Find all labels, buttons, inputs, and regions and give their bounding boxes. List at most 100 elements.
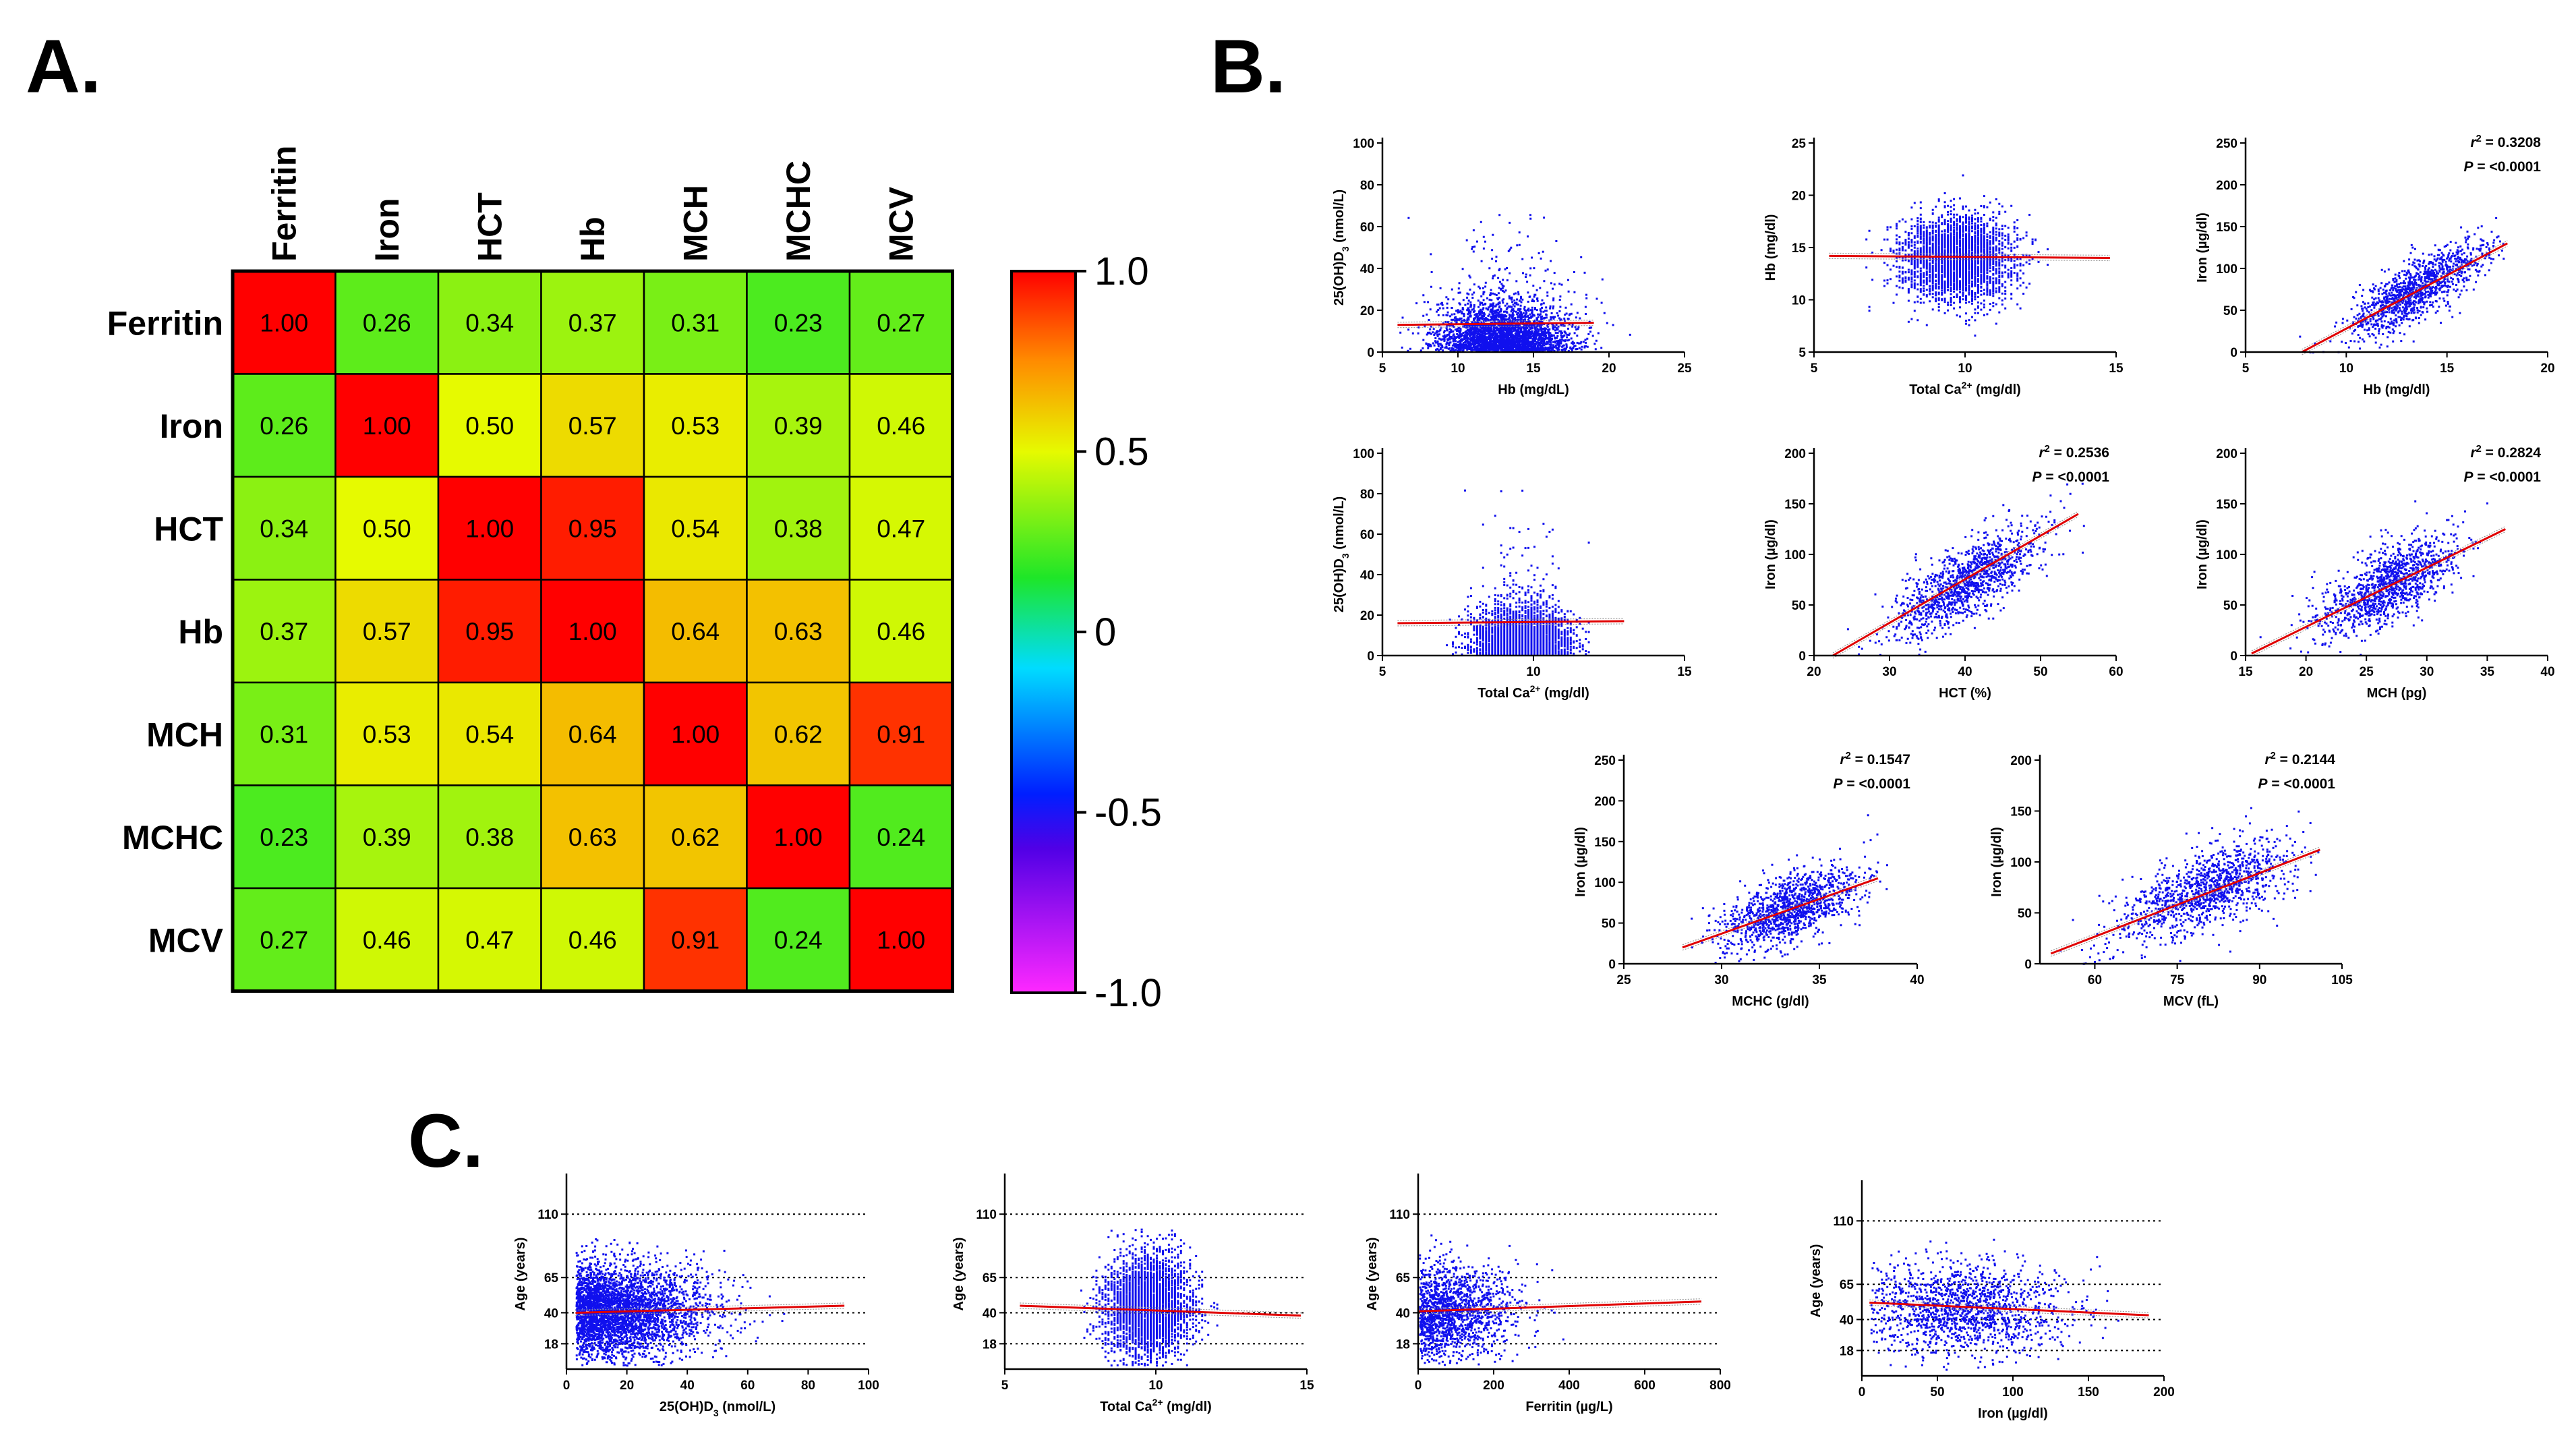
x-axis-label: Ferritin (µg/L) bbox=[1525, 1399, 1612, 1414]
y-tick-label: 65 bbox=[544, 1271, 559, 1285]
heatmap-cell-value: 0.23 bbox=[774, 309, 823, 337]
y-tick-label: 20 bbox=[1792, 190, 1806, 204]
y-tick-label: 110 bbox=[1389, 1208, 1410, 1222]
heatmap-cell-value: 0.39 bbox=[774, 412, 823, 440]
heatmap-cell-value: 1.00 bbox=[671, 720, 720, 748]
y-tick-label: 0 bbox=[2230, 649, 2237, 664]
heatmap-cell-value: 0.63 bbox=[774, 618, 823, 645]
y-tick-label: 200 bbox=[1594, 794, 1616, 809]
y-tick-label: 40 bbox=[1396, 1306, 1410, 1321]
x-tick-label: 600 bbox=[1634, 1379, 1656, 1393]
heatmap-row-label: Iron bbox=[160, 407, 223, 445]
y-tick-label: 0 bbox=[1367, 649, 1374, 664]
heatmap-col-label: Hb bbox=[574, 216, 612, 262]
x-axis-label: MCV (fL) bbox=[2163, 994, 2219, 1009]
heatmap-cell bbox=[540, 579, 645, 684]
r-squared-stat: r2 = 0.2536 bbox=[2039, 444, 2109, 461]
y-tick-label: 200 bbox=[2216, 179, 2237, 193]
heatmap-cell-value: 0.38 bbox=[774, 515, 823, 542]
x-tick-label: 20 bbox=[1602, 362, 1616, 376]
r-squared-stat: r2 = 0.2144 bbox=[2264, 751, 2335, 768]
y-axis-label: Age (years) bbox=[1365, 1238, 1380, 1311]
x-axis-label: MCH (pg) bbox=[2367, 686, 2427, 701]
x-tick-label: 35 bbox=[1812, 973, 1827, 987]
heatmap-cell bbox=[437, 373, 542, 478]
x-axis-label: 25(OH)D3 (nmol/L) bbox=[660, 1399, 775, 1418]
scatter-B7: 25 30 35 40 0 50 100 150 200 250 MCHC (g/dl) Iron (… bbox=[1573, 751, 1925, 1009]
fit-ci-lower bbox=[1020, 1308, 1301, 1319]
fit-line bbox=[1682, 877, 1879, 949]
scatter-points bbox=[1080, 1228, 1219, 1367]
y-axis-label: Iron (µg/dl) bbox=[1573, 827, 1588, 897]
fit-ci-upper bbox=[1829, 252, 2111, 256]
colorbar-tick-label: 0.5 bbox=[1094, 430, 1149, 474]
y-tick-label: 20 bbox=[1360, 609, 1374, 623]
x-tick-label: 5 bbox=[1379, 362, 1386, 376]
y-tick-label: 250 bbox=[1594, 754, 1616, 768]
y-tick-label: 50 bbox=[2223, 599, 2237, 613]
x-tick-label: 15 bbox=[1677, 665, 1692, 679]
x-tick-label: 400 bbox=[1558, 1379, 1580, 1393]
x-tick-label: 15 bbox=[2238, 665, 2253, 679]
y-tick-label: 200 bbox=[2216, 447, 2237, 461]
y-axis-label: Iron (µg/dl) bbox=[2195, 519, 2210, 589]
y-tick-label: 50 bbox=[1792, 599, 1806, 613]
heatmap-cell-value: 0.91 bbox=[671, 926, 720, 954]
panel-letter-c: C. bbox=[408, 1099, 484, 1183]
x-tick-label: 75 bbox=[2170, 973, 2185, 987]
y-axis-label: Age (years) bbox=[513, 1238, 528, 1311]
y-tick-label: 65 bbox=[983, 1271, 997, 1285]
heatmap-cell-value: 0.39 bbox=[363, 823, 411, 851]
y-tick-label: 65 bbox=[1840, 1278, 1854, 1292]
y-tick-label: 40 bbox=[1360, 569, 1374, 583]
fit-line bbox=[1397, 322, 1594, 326]
y-tick-label: 0 bbox=[1367, 346, 1374, 360]
scatter-points bbox=[1846, 482, 2085, 656]
y-tick-label: 60 bbox=[1360, 528, 1374, 542]
y-axis-label: Iron (µg/dl) bbox=[1763, 519, 1778, 589]
heatmap-cell-value: 1.00 bbox=[568, 618, 617, 645]
y-tick-label: 150 bbox=[2216, 221, 2237, 235]
colorbar-tick-label: 1.0 bbox=[1094, 250, 1149, 293]
x-axis-label: Total Ca2+ (mg/dl) bbox=[1100, 1397, 1212, 1414]
fit-line bbox=[1832, 513, 2079, 657]
heatmap-cell bbox=[231, 681, 336, 786]
fit-line bbox=[575, 1304, 845, 1314]
x-tick-label: 15 bbox=[1526, 362, 1541, 376]
fit-line bbox=[1020, 1304, 1301, 1317]
heatmap-cell-value: 0.95 bbox=[568, 515, 617, 542]
heatmap-cell-value: 1.00 bbox=[877, 926, 925, 954]
scatter-B4: 5 10 15 0 20 40 60 80 100 Total Ca2+ (mg/dl) 25(OH… bbox=[1332, 447, 1692, 701]
y-tick-label: 110 bbox=[976, 1208, 997, 1222]
fit-line bbox=[2301, 242, 2508, 353]
scatter-points bbox=[1865, 174, 2049, 337]
heatmap-cell-value: 0.50 bbox=[465, 412, 514, 440]
heatmap-cell-value: 0.57 bbox=[568, 412, 617, 440]
heatmap-row-label: HCT bbox=[154, 510, 223, 548]
y-axis-label: Iron (µg/dl) bbox=[1989, 827, 2004, 897]
heatmap-cell bbox=[231, 270, 336, 375]
y-tick-label: 200 bbox=[1784, 447, 1806, 461]
heatmap-cell-value: 0.54 bbox=[465, 720, 514, 748]
heatmap-cell-value: 0.64 bbox=[568, 720, 617, 748]
x-tick-label: 15 bbox=[2109, 362, 2124, 376]
x-tick-label: 40 bbox=[1910, 973, 1924, 987]
y-tick-label: 150 bbox=[2216, 498, 2237, 512]
heatmap-cell bbox=[848, 887, 954, 992]
y-tick-label: 150 bbox=[1784, 498, 1806, 512]
heatmap-cell-value: 0.38 bbox=[465, 823, 514, 851]
heatmap-cell bbox=[437, 681, 542, 786]
x-tick-label: 90 bbox=[2252, 973, 2266, 987]
y-tick-label: 18 bbox=[1396, 1337, 1410, 1352]
fit-ci-lower bbox=[2051, 852, 2320, 957]
y-tick-label: 10 bbox=[1792, 294, 1806, 308]
scatter-points bbox=[1399, 214, 1631, 352]
x-tick-label: 40 bbox=[2540, 665, 2554, 679]
fit-ci-upper bbox=[2051, 846, 2320, 952]
heatmap-row-label: Hb bbox=[178, 613, 223, 651]
y-tick-label: 200 bbox=[2010, 754, 2032, 768]
heatmap-cell-value: 0.27 bbox=[260, 926, 308, 954]
x-tick-label: 20 bbox=[2299, 665, 2313, 679]
heatmap-cell bbox=[231, 887, 336, 992]
